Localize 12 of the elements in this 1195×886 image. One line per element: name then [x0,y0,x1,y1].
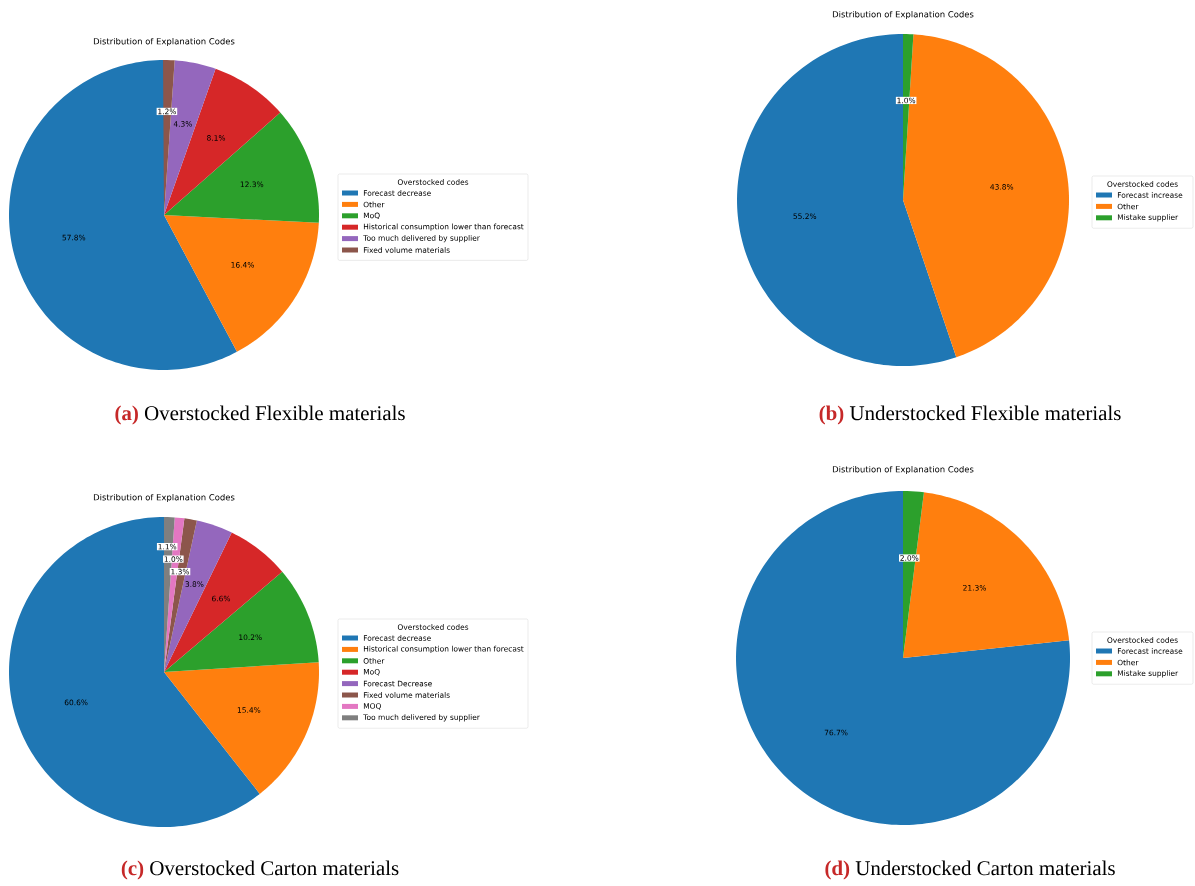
chart-title: Distribution of Explanation Codes [832,10,974,20]
text: (a) [115,405,138,425]
text: Understocked Flexible materials [849,405,1121,421]
text: (b) [819,405,844,425]
text: Understocked Carton materials [855,860,1115,876]
text: Overstocked Carton materials [150,860,399,876]
text: Overstocked Flexible materials [144,405,405,421]
chart-title: Distribution of Explanation Codes [93,37,235,47]
chart-title: Distribution of Explanation Codes [93,493,235,503]
text: (c) [121,860,144,880]
text: (d) [825,860,850,880]
chart-title: Distribution of Explanation Codes [832,465,974,475]
